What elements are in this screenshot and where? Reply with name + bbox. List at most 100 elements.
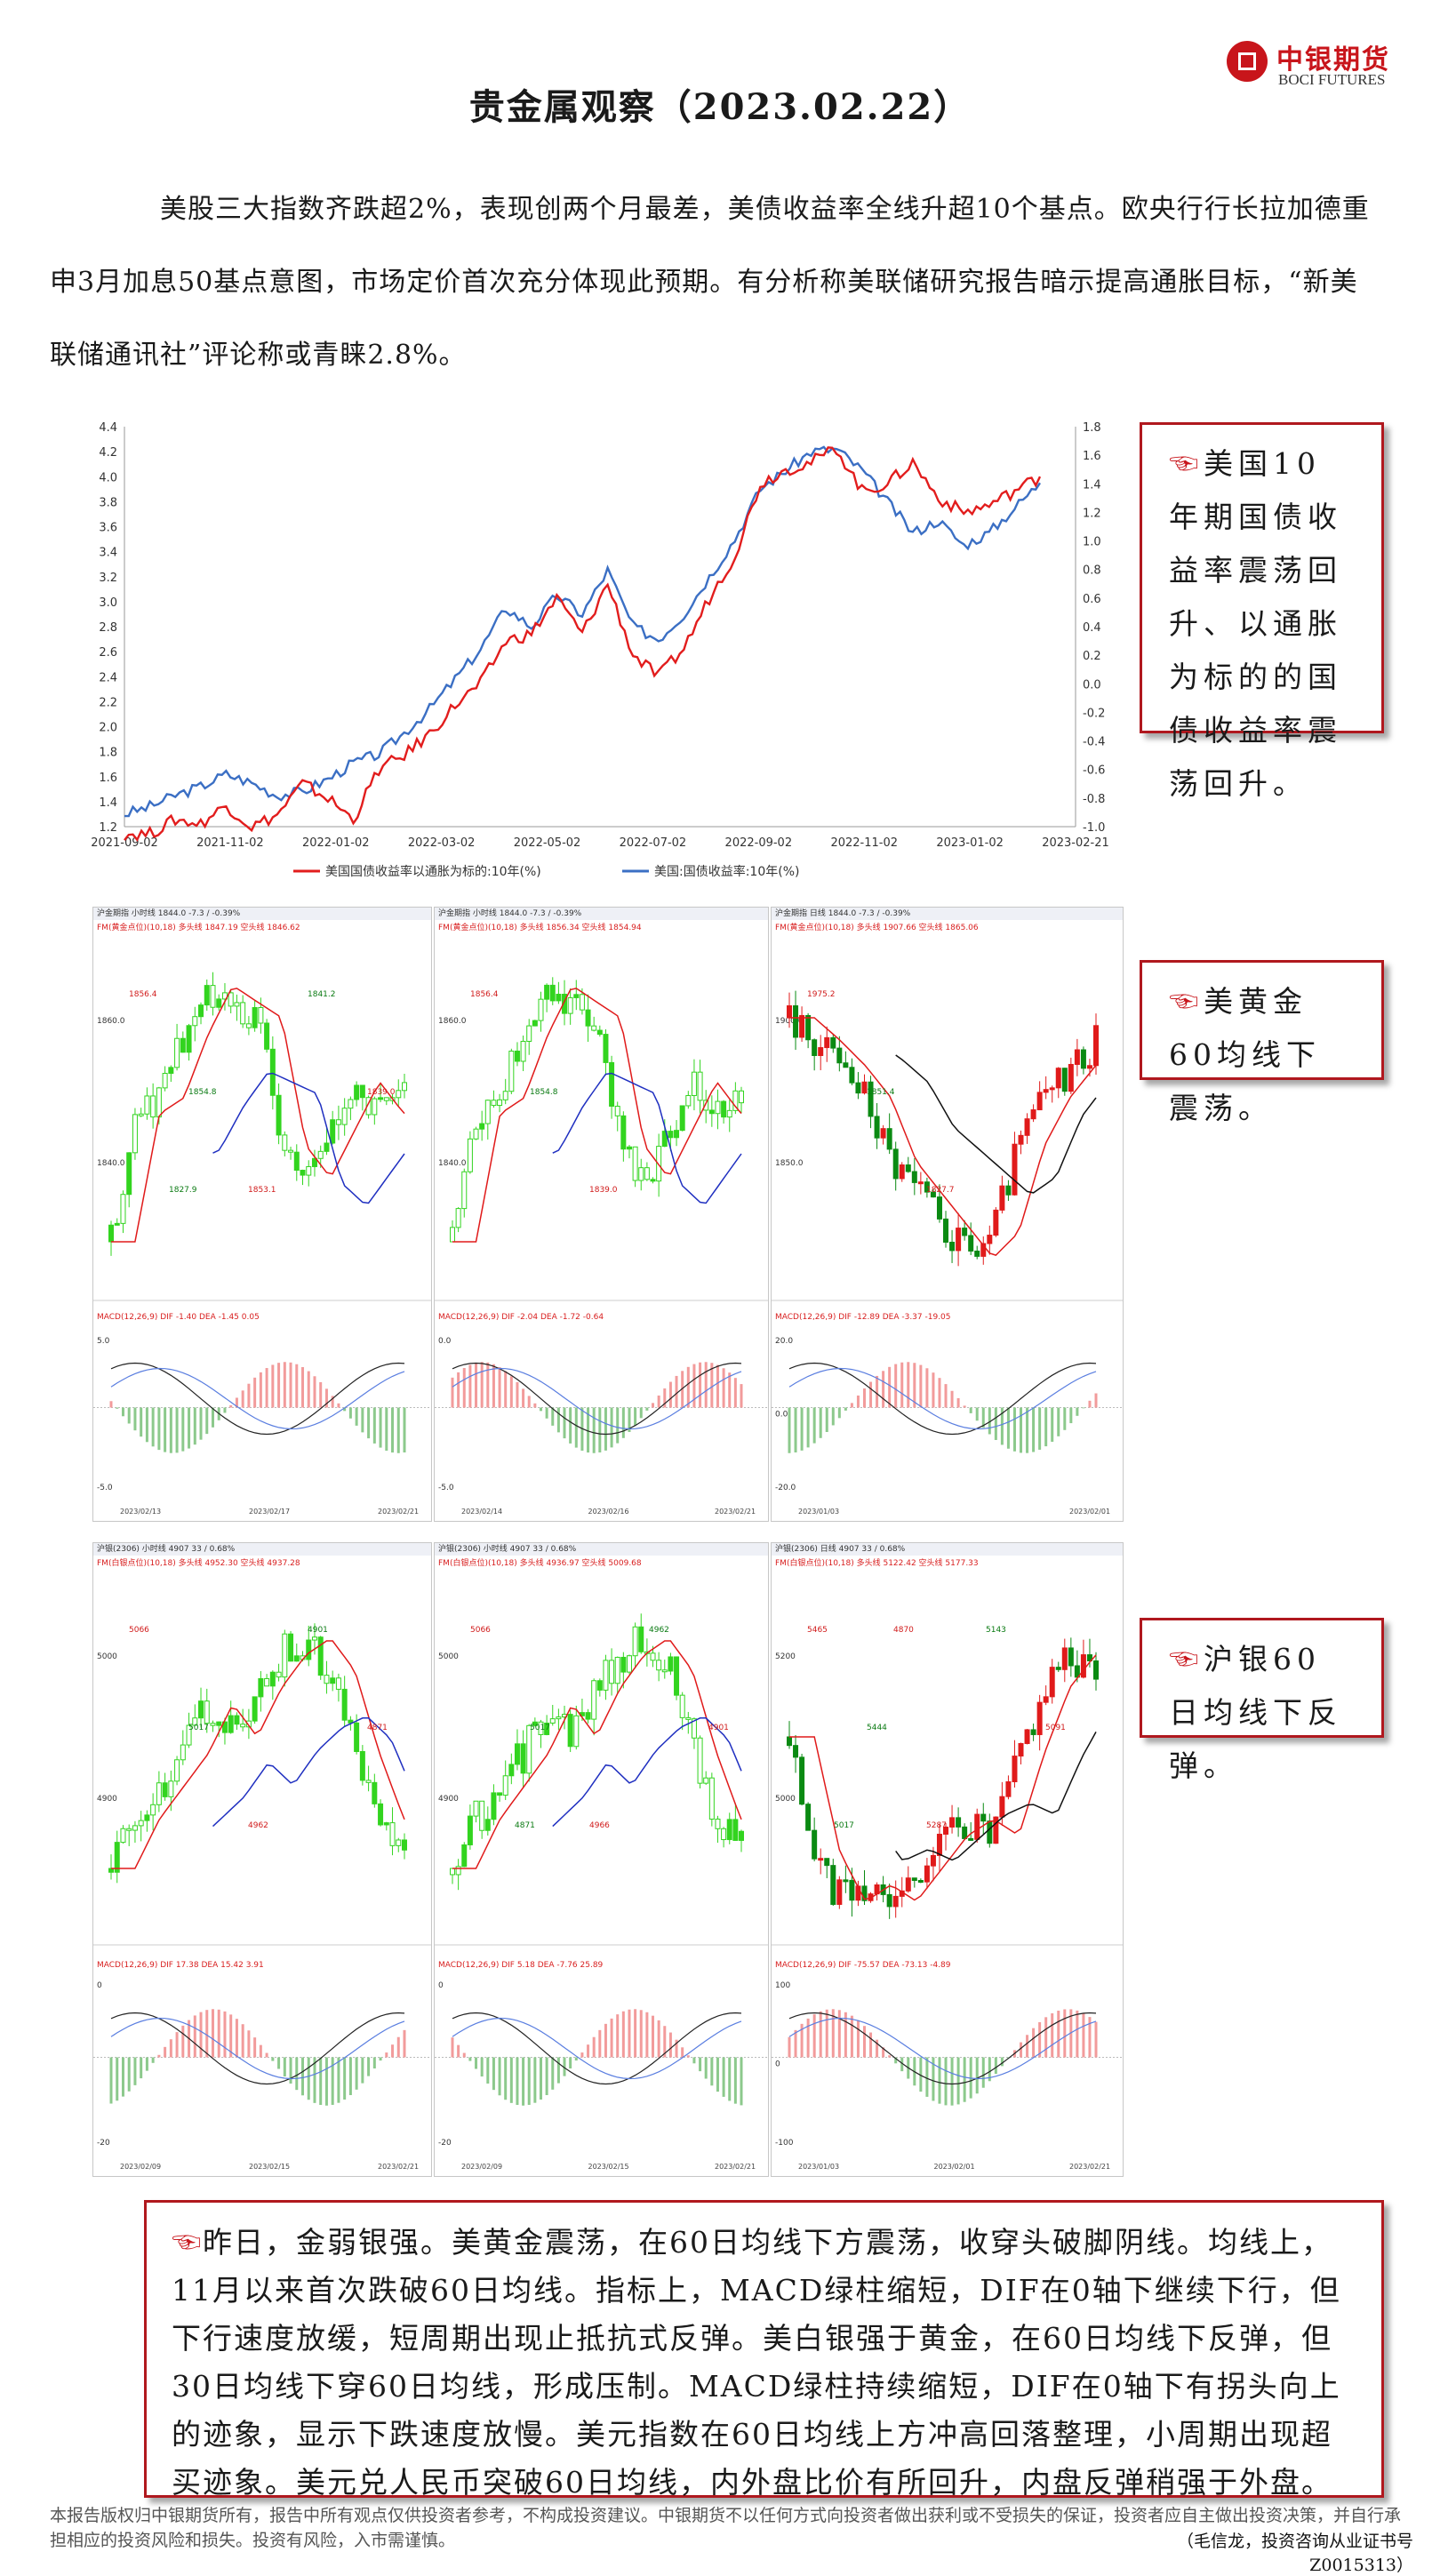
candle-body (812, 1829, 818, 1860)
macd-bar (950, 2057, 954, 2106)
y-right-tick-label: 0.8 (1083, 564, 1101, 578)
candle-body (1055, 1667, 1061, 1670)
candle-body (532, 1020, 538, 1027)
macd-bar (205, 1407, 209, 1435)
macd-bar (271, 2057, 275, 2061)
candle-body (799, 1014, 805, 1038)
macd-bar (587, 1407, 590, 1453)
candle-body (1036, 1701, 1043, 1735)
macd-bar (247, 2030, 251, 2058)
candle-body (389, 1822, 396, 1846)
candle-body (549, 984, 556, 1002)
candle-body (787, 1736, 792, 1747)
candle-body (818, 1858, 824, 1861)
y-right-tick-label: 1.4 (1083, 478, 1101, 492)
silver-panel-2: 沪银(2306) 小时线 4907 33 / 0.68% FM(白银点位)(10… (434, 1542, 769, 2177)
macd-axis-label: 0.0 (775, 1411, 788, 1420)
price-annotation: 5017 (530, 1724, 550, 1732)
candle-body (252, 1007, 258, 1028)
candle-body (573, 994, 580, 998)
macd-bar (699, 2057, 702, 2072)
macd-bar (692, 2057, 696, 2064)
candle-body (861, 1081, 868, 1094)
candle-body (620, 1115, 627, 1150)
macd-bar (592, 1407, 596, 1453)
macd-bar (716, 1364, 719, 1408)
price-annotation: 1827.9 (169, 1186, 197, 1195)
macd-dea-line (110, 2017, 405, 2080)
macd-bar (486, 2057, 490, 2084)
candle-body (502, 1775, 508, 1796)
macd-bar (175, 1407, 179, 1453)
macd-bar (379, 2057, 382, 2061)
macd-bar (869, 2032, 873, 2058)
price-annotation: 1853.1 (248, 1186, 276, 1195)
candle-body (156, 1087, 162, 1118)
candle-body (585, 1712, 591, 1720)
macd-bar (475, 2057, 478, 2069)
candle-body (861, 1885, 868, 1901)
macd-bar (819, 1407, 822, 1438)
candle-body (721, 1100, 727, 1118)
candle-body (168, 1067, 174, 1075)
candle-body (691, 1718, 697, 1739)
macd-bar (657, 2020, 660, 2058)
macd-axis-label: -20 (97, 2139, 110, 2148)
macd-bar (598, 2029, 602, 2058)
candle-body (591, 1680, 597, 1720)
macd-bar (348, 2057, 352, 2095)
macd-bar (1051, 2012, 1054, 2058)
series-line (124, 445, 1042, 818)
note-gold: ☜美黄金60均线下震荡。 (1140, 960, 1384, 1125)
macd-bar (825, 2009, 828, 2058)
candle-body (359, 1084, 365, 1099)
candle-body (335, 1119, 341, 1125)
macd-bar (652, 1403, 655, 1408)
macd-bar (403, 1407, 406, 1453)
macd-bar (876, 2039, 879, 2058)
y-right-tick-label: -1.0 (1083, 821, 1105, 835)
macd-bar (223, 2011, 227, 2058)
candle-body (591, 1025, 597, 1031)
macd-bar (457, 1372, 460, 1408)
candle-body (114, 1222, 120, 1226)
candle-body (538, 1721, 544, 1735)
macd-readout: MACD(12,26,9) DIF 5.18 DEA -7.76 25.89 (438, 1961, 604, 1970)
candle-body (1093, 1660, 1099, 1680)
candle-body (626, 1146, 632, 1150)
ma-line-short (789, 1017, 1097, 1256)
macd-bar (938, 1378, 941, 1408)
macd-bar (686, 2055, 690, 2058)
price-annotation: 5091 (1045, 1724, 1066, 1732)
y-left-tick-label: 1.4 (99, 796, 117, 810)
macd-bar (806, 2018, 810, 2058)
logo-cn: 中银期货 (1276, 44, 1390, 76)
candle-body (365, 1780, 372, 1783)
candle-body (739, 1090, 744, 1104)
candle-body (962, 1228, 968, 1236)
candle-body (300, 1170, 306, 1176)
note-gold-text: 美黄金60均线下震荡。 (1169, 984, 1321, 1125)
macd-bar (645, 1407, 649, 1411)
y-left-tick-label: 3.0 (99, 596, 117, 610)
candle-body (609, 1660, 615, 1684)
macd-bar (788, 2036, 791, 2058)
candle-body (674, 1130, 680, 1139)
price-annotation: 4870 (893, 1626, 914, 1635)
candle-body (348, 1099, 354, 1109)
macd-bar (856, 2020, 860, 2058)
candle-body (174, 1759, 180, 1782)
macd-bar (259, 1372, 262, 1408)
macd-bar (223, 1407, 227, 1413)
candle-body (335, 1677, 341, 1690)
macd-bar (504, 2057, 508, 2100)
x-tick-label: 2022-01-02 (302, 836, 370, 850)
macd-bar (837, 1407, 841, 1419)
macd-bar (1026, 2035, 1029, 2058)
panel-header: 沪金期指 日线 1844.0 -7.3 / -0.39% (772, 908, 1123, 920)
candle-body (899, 1164, 905, 1180)
macd-bar (812, 2014, 816, 2058)
macd-bar (675, 1375, 678, 1408)
macd-bar (151, 1407, 155, 1447)
macd-bar (956, 2057, 960, 2105)
